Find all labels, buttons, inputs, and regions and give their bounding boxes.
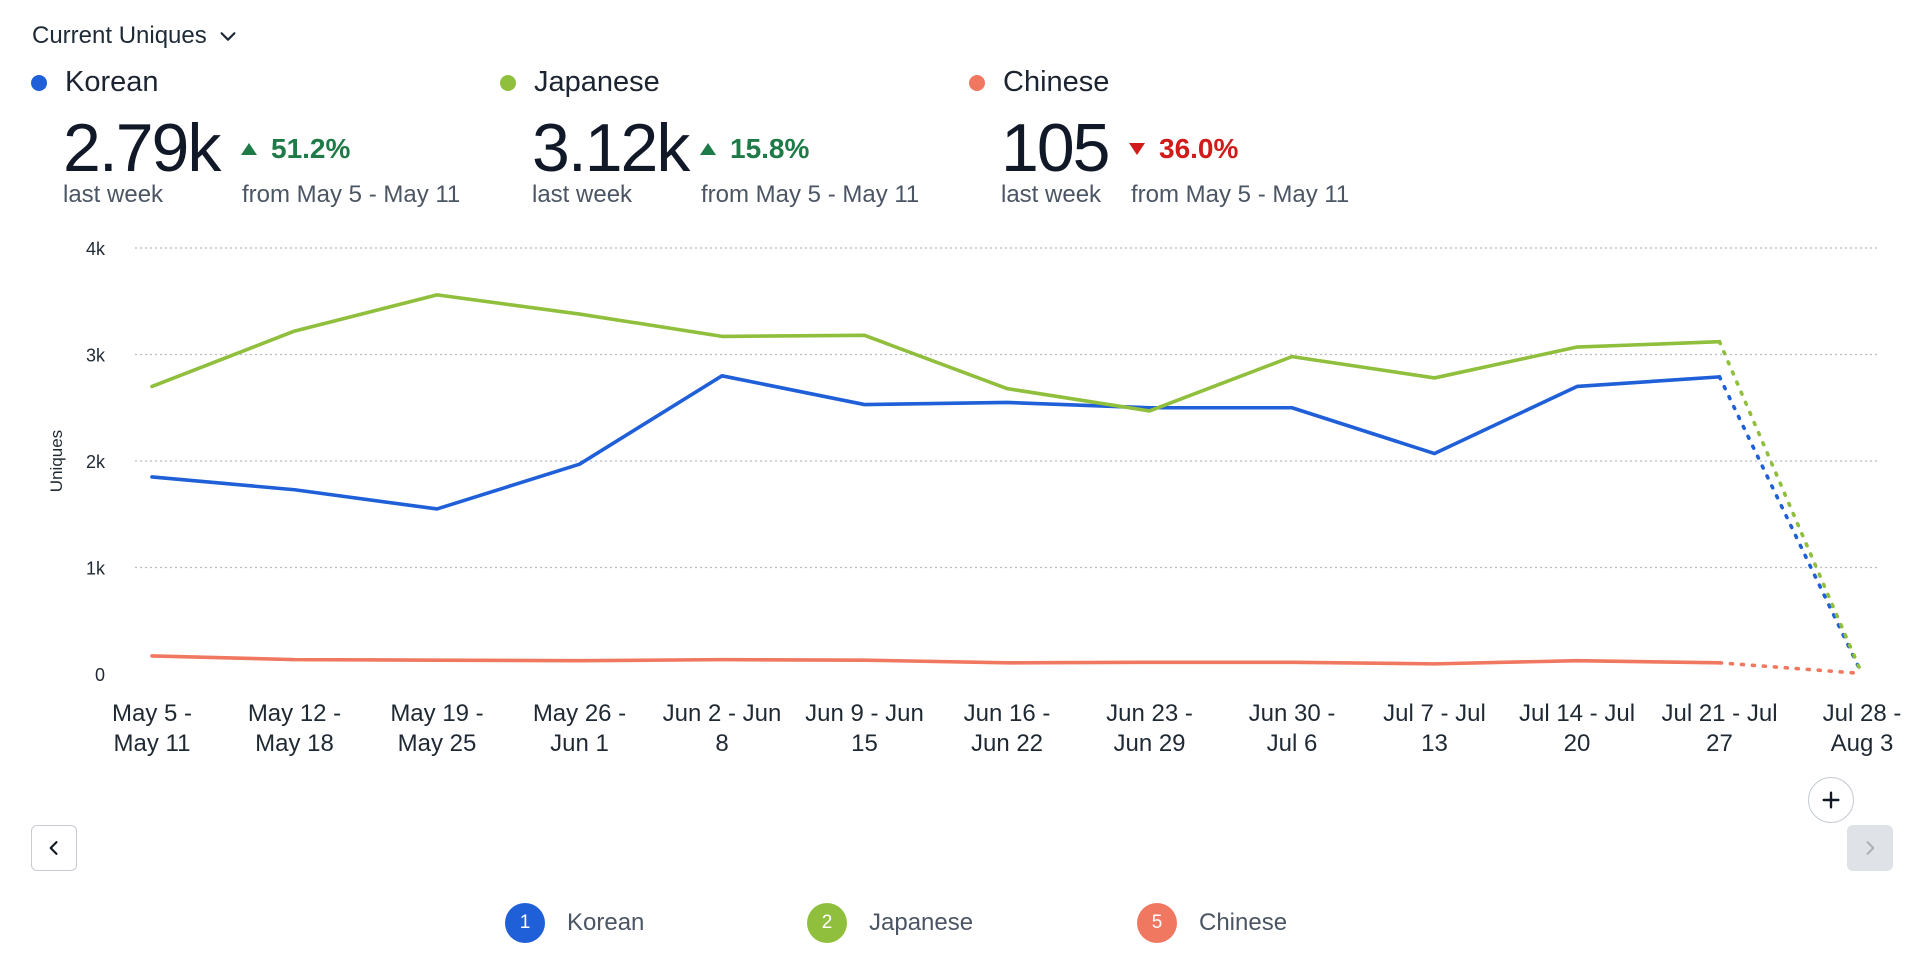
x-tick-label: Jun 2 - Jun 8: [663, 700, 782, 757]
x-tick-label: Jul 7 - Jul 13: [1383, 700, 1486, 757]
y-tick-label: 4k: [86, 239, 106, 259]
summary-korean: Korean 2.79k last week 51.2% from May 5 …: [31, 66, 460, 208]
legend-item-chinese[interactable]: 5 Chinese: [1137, 903, 1287, 943]
chevron-down-icon: [220, 32, 236, 41]
summary-period: last week: [63, 181, 164, 208]
summary-series-name: Chinese: [1003, 66, 1110, 98]
series-incomplete-line-korean: [1717, 375, 1864, 676]
legend-label: Chinese: [1199, 909, 1288, 936]
summary-comparison: from May 5 - May 11: [701, 181, 920, 208]
previous-page-button[interactable]: [31, 825, 77, 871]
x-tick-label: Jul 14 - Jul 20: [1519, 700, 1635, 757]
series-line-japanese: [150, 293, 1722, 413]
summary-comparison: from May 5 - May 11: [1131, 181, 1350, 208]
plus-icon: [1822, 791, 1840, 809]
legend-label: Korean: [567, 909, 645, 936]
summary-period: last week: [1001, 181, 1102, 208]
series-color-dot: [500, 74, 516, 91]
chevron-left-icon: [49, 841, 58, 855]
x-tick-label: Jun 30 -Jul 6: [1249, 700, 1336, 757]
series-incomplete-line-chinese: [1717, 661, 1864, 676]
summary-value: 2.79k: [63, 110, 221, 186]
summary-change-value: 51.2%: [271, 133, 351, 164]
series-color-dot: [31, 74, 47, 91]
triangle-icon: [241, 143, 257, 155]
x-tick-label: Jul 28 -Aug 3: [1823, 700, 1902, 757]
summary-value: 3.12k: [532, 110, 690, 186]
next-page-button[interactable]: [1847, 825, 1893, 871]
x-tick-label: May 26 -Jun 1: [533, 700, 626, 757]
x-tick-label: May 19 -May 25: [390, 700, 483, 757]
x-tick-label: Jul 21 - Jul 27: [1661, 700, 1777, 757]
metric-selector-label: Current Uniques: [32, 22, 207, 49]
x-tick-label: Jun 16 -Jun 22: [964, 700, 1051, 757]
summary-chinese: Chinese 105 last week 36.0% from May 5 -…: [969, 66, 1349, 208]
y-tick-label: 1k: [86, 559, 106, 579]
summary-japanese: Japanese 3.12k last week 15.8% from May …: [500, 66, 919, 208]
legend-badge: 1: [505, 903, 545, 943]
summary-period: last week: [532, 181, 633, 208]
series-line-chinese: [150, 654, 1722, 666]
triangle-icon: [700, 143, 716, 155]
chevron-right-icon: [1866, 841, 1875, 855]
legend-item-korean[interactable]: 1 Korean: [505, 903, 644, 943]
zoom-in-button[interactable]: [1808, 777, 1854, 823]
y-axis-label: Uniques: [47, 430, 66, 492]
y-tick-label: 0: [95, 665, 105, 685]
series-color-dot: [969, 74, 985, 91]
legend-label: Japanese: [869, 909, 974, 936]
summary-series-name: Japanese: [534, 66, 660, 98]
y-tick-label: 3k: [86, 346, 106, 366]
series-incomplete-line-japanese: [1717, 339, 1864, 676]
series-line-korean: [150, 374, 1722, 511]
x-tick-label: May 5 -May 11: [112, 700, 192, 757]
legend-badge: 5: [1137, 903, 1177, 943]
summary-series-name: Korean: [65, 66, 159, 98]
x-tick-label: Jun 23 -Jun 29: [1106, 700, 1193, 757]
summary-change: 15.8%: [700, 133, 809, 165]
summary-value: 105: [1001, 110, 1110, 186]
metric-selector[interactable]: Current Uniques: [32, 22, 239, 50]
summary-change-value: 36.0%: [1159, 133, 1239, 164]
summary-change: 51.2%: [241, 133, 350, 165]
line-chart: 0 1k 2k 3k 4k Uniques May 5 -May 11 May 12 -May…: [47, 239, 1902, 757]
legend-item-japanese[interactable]: 2 Japanese: [807, 903, 973, 943]
summary-change-value: 15.8%: [730, 133, 810, 164]
triangle-icon: [1129, 143, 1145, 155]
x-tick-label: Jun 9 - Jun 15: [805, 700, 924, 757]
summary-comparison: from May 5 - May 11: [242, 181, 461, 208]
y-tick-label: 2k: [86, 452, 106, 472]
summary-change: 36.0%: [1129, 133, 1238, 165]
x-tick-label: May 12 -May 18: [248, 700, 341, 757]
legend-badge: 2: [807, 903, 847, 943]
